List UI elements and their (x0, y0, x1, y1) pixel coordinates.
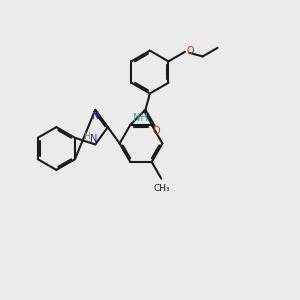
Text: NH: NH (133, 113, 148, 123)
Text: O: O (152, 126, 160, 136)
Text: N: N (90, 134, 98, 144)
Text: O: O (186, 46, 194, 56)
Text: H: H (84, 132, 90, 141)
Text: N: N (92, 111, 100, 121)
Text: CH₃: CH₃ (154, 184, 170, 193)
